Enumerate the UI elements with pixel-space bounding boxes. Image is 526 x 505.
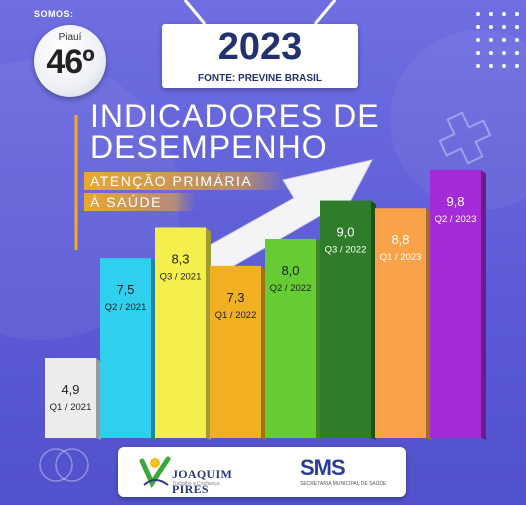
- bar-group: 4,9 Q1 / 2021: [45, 358, 101, 440]
- footer-logos: JOAQUIM PIRES Trabalho e Confiança SMS S…: [118, 447, 406, 497]
- rank-state: Piauí: [58, 32, 82, 43]
- bar-category-label: Q1 / 2023: [380, 252, 422, 263]
- bar-shade: [96, 358, 101, 440]
- subtitle-line-2: À SAÚDE: [84, 193, 196, 211]
- bar: [375, 208, 426, 438]
- bar-group: 8,8 Q1 / 2023: [375, 208, 431, 440]
- bar-value-label: 8,0: [281, 263, 299, 278]
- bar-category-label: Q3 / 2022: [325, 245, 367, 256]
- bar: [100, 258, 151, 438]
- bar-value-label: 7,5: [116, 282, 134, 297]
- bar-category-label: Q2 / 2022: [270, 283, 312, 294]
- municipality-emblem-icon: [139, 456, 171, 489]
- bar-category-label: Q2 / 2021: [105, 302, 147, 313]
- municipality-name: JOAQUIM PIRES: [172, 467, 233, 496]
- bar-group: 7,5 Q2 / 2021: [100, 258, 156, 440]
- bar-value-label: 8,3: [171, 251, 189, 266]
- bar-shade: [426, 208, 431, 440]
- bar-value-label: 7,3: [226, 290, 244, 305]
- title-line-1: INDICADORES DE: [90, 98, 380, 134]
- bar-category-label: Q1 / 2022: [215, 310, 257, 321]
- bar: [155, 227, 206, 438]
- bar: [210, 265, 261, 438]
- bar: [265, 238, 316, 438]
- title-line-2: DESEMPENHO: [90, 129, 328, 165]
- rank-value: 46º: [46, 43, 94, 81]
- bar-value-label: 8,8: [391, 232, 409, 247]
- bar-shade: [316, 238, 321, 440]
- bar-value-label: 4,9: [61, 382, 79, 397]
- hanger-line-left: [183, 0, 207, 25]
- bar-shade: [151, 258, 156, 440]
- sms-logo: SMS SECRETARIA MUNICIPAL DE SAÚDE: [300, 453, 390, 491]
- sms-logo-text: SMS: [300, 455, 346, 480]
- bar-category-label: Q1 / 2021: [50, 402, 92, 413]
- sms-logo-sub: SECRETARIA MUNICIPAL DE SAÚDE: [300, 481, 387, 487]
- bar-group: 8,3 Q3 / 2021: [155, 227, 211, 440]
- bar: [430, 169, 481, 438]
- bar-category-label: Q3 / 2021: [160, 271, 202, 282]
- bar-group: 7,3 Q1 / 2022: [210, 265, 266, 440]
- bar-category-label: Q2 / 2023: [435, 214, 477, 225]
- municipality-slogan: Trabalho e Confiança: [172, 481, 220, 487]
- bar-group: 9,8 Q2 / 2023: [430, 169, 486, 440]
- municipality-logo: JOAQUIM PIRES Trabalho e Confiança: [138, 453, 258, 496]
- bar-shade: [206, 227, 211, 440]
- bar-value-label: 9,0: [336, 225, 354, 240]
- rank-badge: Piauí 46º: [34, 25, 106, 97]
- bar-shade: [261, 265, 266, 440]
- bar: [320, 200, 371, 438]
- bar-group: 8,0 Q2 / 2022: [265, 238, 321, 440]
- subtitle-line-1: ATENÇÃO PRIMÁRIA: [84, 172, 286, 190]
- hanger-line-right: [313, 0, 337, 25]
- somos-label: SOMOS:: [34, 9, 74, 19]
- dot-grid-decoration: [476, 12, 519, 68]
- bar-group: 9,0 Q3 / 2022: [320, 200, 376, 440]
- year-card: 2023 FONTE: PREVINE BRASIL: [162, 24, 358, 88]
- year-title: 2023: [217, 26, 303, 68]
- bar: [45, 358, 96, 438]
- source-label: FONTE: PREVINE BRASIL: [198, 73, 322, 84]
- bar-shade: [371, 200, 376, 440]
- bar-value-label: 9,8: [446, 194, 464, 209]
- bar-shade: [481, 169, 486, 440]
- medical-cross-icon: [438, 111, 492, 165]
